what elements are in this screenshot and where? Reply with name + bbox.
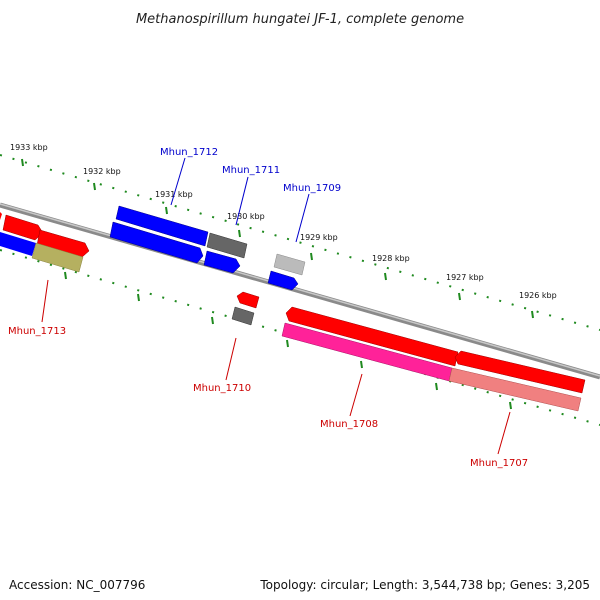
forward-genes — [0, 205, 306, 291]
gene-arrow — [31, 242, 84, 273]
gene-mhun-1708 — [285, 306, 459, 367]
gene-mhun-1707 — [454, 350, 586, 394]
kbp-label: 1930 kbp — [227, 212, 265, 221]
gene-arrow — [0, 232, 36, 256]
gene-mhun-1712 — [115, 205, 209, 247]
kbp-label: 1933 kbp — [10, 143, 48, 152]
kbp-label: 1932 kbp — [83, 167, 121, 176]
gene-label-mhun-1711: Mhun_1711 — [222, 165, 280, 176]
gene-label-mhun-1707: Mhun_1707 — [470, 458, 528, 469]
gene-mhun-1709 — [273, 253, 306, 276]
kbp-label: 1929 kbp — [300, 233, 338, 242]
gene-labels: Mhun_1712 Mhun_1711 Mhun_1709 Mhun_1713 … — [8, 147, 528, 469]
accession-text: Accession: NC_007796 — [9, 578, 146, 592]
inner-major-ticks — [64, 271, 512, 410]
gene-arrow — [109, 221, 204, 264]
kbp-label: 1926 kbp — [519, 291, 557, 300]
topology-summary: Topology: circular; Length: 3,544,738 bp… — [260, 578, 590, 592]
leader-lines — [41, 157, 511, 455]
gene-arrow — [231, 306, 255, 326]
reverse-genes — [231, 291, 586, 412]
kbp-label: 1927 kbp — [446, 273, 484, 282]
gene-label-mhun-1713: Mhun_1713 — [8, 326, 66, 337]
outer-tick-track — [0, 154, 600, 331]
gene-label-mhun-1709: Mhun_1709 — [283, 183, 341, 194]
genome-backbone — [0, 202, 600, 380]
map-title: Methanospirillum hungatei JF-1, complete… — [136, 12, 464, 27]
gene-arrow — [203, 250, 241, 274]
gene-label-mhun-1712: Mhun_1712 — [160, 147, 218, 158]
kbp-label: 1928 kbp — [372, 254, 410, 263]
gene-arrow — [0, 212, 2, 220]
gene-arrow — [448, 367, 582, 412]
gene-arrow — [267, 270, 299, 291]
gene-arrow — [36, 229, 90, 259]
outer-major-ticks — [21, 158, 534, 319]
gene-label-mhun-1710: Mhun_1710 — [193, 383, 251, 394]
gene-mhun-1711 — [206, 232, 248, 259]
gene-mhun-1710 — [236, 291, 260, 309]
gene-label-mhun-1708: Mhun_1708 — [320, 419, 378, 430]
